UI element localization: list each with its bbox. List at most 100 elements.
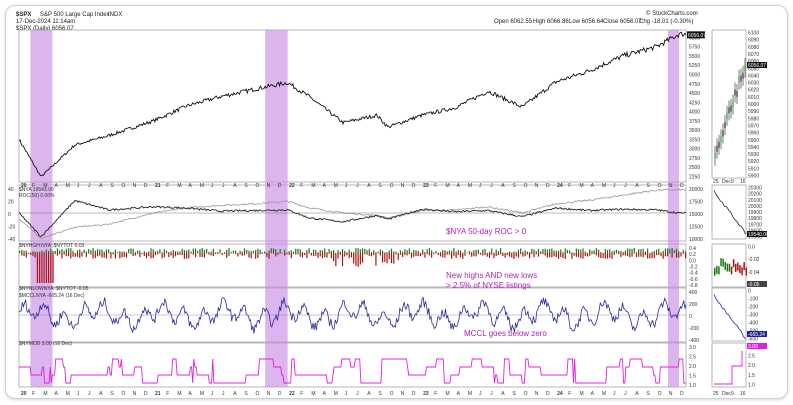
roc-left-tick: 0 xyxy=(8,212,11,218)
hl-up-bar xyxy=(47,250,50,253)
hl-up-bar xyxy=(61,248,63,253)
hl-down-bar xyxy=(263,253,266,254)
hl-down-bar xyxy=(404,253,406,256)
x-label-top: J xyxy=(211,183,214,189)
hl-down-bar xyxy=(600,253,602,259)
hl-down-bar xyxy=(286,253,288,255)
x-label-top: F xyxy=(434,183,437,189)
panel-0 xyxy=(18,29,687,183)
hl-down-bar xyxy=(279,253,281,254)
hl-down-bar xyxy=(232,253,234,254)
hl-up-bar xyxy=(70,248,72,253)
hl-down-bar xyxy=(522,253,524,257)
mini-candle-body xyxy=(722,130,724,137)
hl-up-bar xyxy=(50,248,52,253)
hl-down-bar xyxy=(32,253,34,256)
chart-svg: $SPX S&P 500 Large Cap Index INDX 17-Dec… xyxy=(8,10,769,397)
symbol-label: $SPX xyxy=(16,12,31,18)
x-label-bottom: A xyxy=(99,391,103,397)
hl-down-bar xyxy=(344,253,346,257)
hl-up-bar xyxy=(186,250,188,253)
price-tick: 2750 xyxy=(689,156,700,162)
hl-up-bar xyxy=(210,251,212,253)
hl-up-bar xyxy=(214,252,217,253)
hl-down-bar xyxy=(163,253,165,258)
panel-4-tick: 2.0 xyxy=(689,364,696,370)
hl-up-bar xyxy=(402,251,404,253)
date-label: 17-Dec-2024 11:14am xyxy=(16,19,75,25)
x-label-top: N xyxy=(535,183,539,189)
x-label-bottom: M xyxy=(177,391,181,397)
hl-up-bar xyxy=(181,248,183,253)
mini-panel: 6100609060806070606060506040603060206010… xyxy=(711,29,769,397)
mccl-annotation: MCCL goes below zero xyxy=(464,329,547,338)
close-label: Close 6056.07 xyxy=(603,19,642,25)
hl-down-bar xyxy=(433,253,435,255)
hl-down-bar xyxy=(295,253,297,255)
hl-up-bar xyxy=(624,250,626,253)
hl-up-bar xyxy=(564,248,566,253)
mini-last-label: 3.00 xyxy=(748,344,758,350)
hl-down-bar xyxy=(74,253,76,257)
mini-0-tick: 6020 xyxy=(748,88,759,94)
mini-candle-body xyxy=(730,105,732,112)
hl-down-bar xyxy=(330,253,332,259)
hl-down-bar xyxy=(63,253,65,255)
hl-up-bar xyxy=(669,248,671,253)
hl-down-bar xyxy=(339,253,341,255)
hl-up-bar xyxy=(442,250,444,253)
hl-down-bar xyxy=(468,253,471,255)
hl-down-bar xyxy=(134,253,137,256)
hl-up-bar xyxy=(123,251,125,253)
hl-up-bar xyxy=(664,248,667,253)
hl-down-bar xyxy=(148,253,150,257)
hl-down-bar xyxy=(112,253,114,255)
hl-down-bar xyxy=(157,253,159,255)
hl-up-bar xyxy=(157,250,159,253)
x-label-top: A xyxy=(591,183,595,189)
hl-up-bar xyxy=(569,250,571,253)
hl-up-bar xyxy=(105,249,108,253)
mini-hl-bar xyxy=(730,266,733,275)
hl-up-bar xyxy=(609,249,611,253)
panel-2-tick: -0.4 xyxy=(689,271,698,277)
mini-0-tick: 5910 xyxy=(748,166,759,172)
hl-up-bar xyxy=(662,250,664,253)
hl-up-bar xyxy=(243,248,246,253)
highlight-band-2 xyxy=(667,30,680,387)
panel-2-tick: -0.6 xyxy=(689,277,698,283)
hl-up-bar xyxy=(235,250,237,253)
x-label-top: J xyxy=(222,183,225,189)
x-label-top: A xyxy=(323,183,327,189)
hl-up-bar xyxy=(410,252,413,253)
hl-up-bar xyxy=(640,249,642,253)
x-label-bottom: M xyxy=(334,391,338,397)
mini-2-tick: -0.02 xyxy=(748,257,760,263)
hl-up-bar xyxy=(426,249,428,253)
hl-down-bar xyxy=(486,253,488,257)
hl-down-bar xyxy=(435,253,437,254)
hl-up-bar xyxy=(671,248,673,253)
hl-up-bar xyxy=(544,248,546,253)
hl-down-bar xyxy=(192,253,194,255)
hl-down-bar xyxy=(174,253,177,257)
mini-hl-bar xyxy=(718,266,720,275)
price-tick: 4000 xyxy=(689,110,700,116)
hl-up-bar xyxy=(508,251,511,253)
hl-up-bar xyxy=(239,250,241,253)
mini-hl-bar xyxy=(728,263,731,272)
hl-up-bar xyxy=(591,250,593,253)
hl-down-bar xyxy=(154,253,157,256)
x-label-bottom: J xyxy=(77,391,80,397)
hl-down-bar xyxy=(671,253,673,258)
hl-down-bar xyxy=(137,253,139,254)
hl-up-bar xyxy=(613,250,615,253)
mini-1-tick: 20200 xyxy=(748,192,762,198)
hl-down-bar xyxy=(297,253,299,255)
hl-down-bar xyxy=(564,253,566,259)
mini-0-tick: 5970 xyxy=(748,123,759,129)
x-label-bottom: O xyxy=(390,391,394,397)
hl-up-bar xyxy=(188,249,190,253)
hl-down-bar xyxy=(141,253,143,255)
hl-down-bar xyxy=(355,253,357,266)
